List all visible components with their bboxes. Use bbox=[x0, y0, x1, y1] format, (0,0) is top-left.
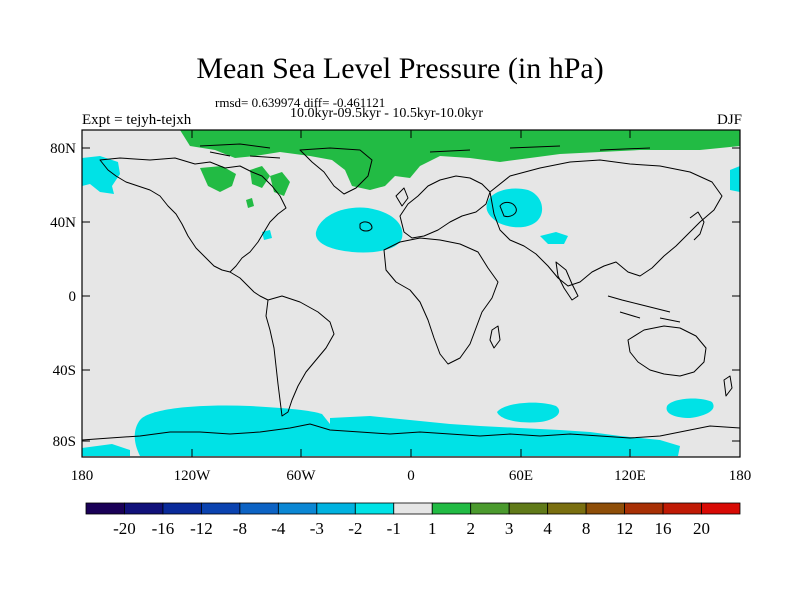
colorbar: -20 -16 -12 -8 -4 -3 -2 -1 1 2 3 4 8 12 16 20 bbox=[85, 502, 741, 538]
colorbar-label: -4 bbox=[271, 519, 286, 538]
negative-anomaly-southern-ocean-1 bbox=[134, 405, 330, 456]
lat-label-0: 0 bbox=[69, 289, 77, 305]
colorbar-swatch bbox=[547, 502, 587, 515]
lat-label-40n: 40N bbox=[50, 215, 76, 231]
negative-anomaly-east-edge bbox=[730, 166, 740, 192]
map-title: Mean Sea Level Pressure (in hPa) bbox=[196, 52, 604, 85]
negative-anomaly-atlantic bbox=[315, 207, 403, 253]
colorbar-label: 4 bbox=[543, 519, 552, 538]
colorbar-swatch bbox=[239, 502, 279, 515]
colorbar-swatch bbox=[701, 502, 741, 515]
coastline-australia bbox=[627, 325, 707, 377]
colorbar-label: 12 bbox=[616, 519, 633, 538]
map-background bbox=[82, 130, 740, 457]
coastline-british-isles bbox=[395, 187, 409, 207]
positive-anomaly-arctic bbox=[180, 130, 740, 190]
negative-anomaly-southern-ocean-5 bbox=[82, 444, 130, 456]
longitude-axis: 180 120W 60W 0 60E 120E 180 bbox=[71, 130, 752, 484]
colorbar-label: -8 bbox=[233, 519, 247, 538]
colorbar-swatch bbox=[585, 502, 625, 515]
colorbar-swatch bbox=[124, 502, 164, 515]
colorbar-swatch bbox=[393, 502, 433, 515]
latitude-axis: 80N 40N 0 40S 80S bbox=[50, 141, 740, 450]
period-line: 10.0kyr-09.5kyr - 10.5kyr-10.0kyr bbox=[290, 106, 484, 121]
positive-anomaly-canada bbox=[200, 166, 236, 192]
negative-anomaly-southern-ocean-2 bbox=[330, 416, 680, 456]
coastline-africa bbox=[383, 237, 499, 365]
lat-label-80s: 80S bbox=[53, 434, 76, 450]
negative-anomaly-alaska bbox=[82, 156, 120, 194]
lon-label-60w: 60W bbox=[286, 468, 316, 484]
europe-contour bbox=[499, 201, 517, 217]
colorbar-label: -16 bbox=[152, 519, 175, 538]
coastline-antarctica bbox=[82, 423, 740, 441]
colorbar-label: 16 bbox=[655, 519, 672, 538]
lat-label-40s: 40S bbox=[53, 363, 76, 379]
colorbar-swatch bbox=[470, 502, 510, 515]
colorbar-swatch bbox=[277, 502, 318, 515]
stats-line: rmsd= 0.639974 diff= -0.461121 bbox=[215, 95, 386, 110]
season-label: DJF bbox=[716, 112, 742, 128]
negative-anomaly-asia bbox=[540, 232, 568, 244]
coastline-new-zealand bbox=[723, 375, 733, 397]
colorbar-label: -12 bbox=[190, 519, 213, 538]
colorbar-label: -3 bbox=[310, 519, 324, 538]
lon-label-120e: 120E bbox=[614, 468, 646, 484]
colorbar-swatch bbox=[354, 502, 395, 515]
anomaly-fields bbox=[82, 130, 740, 456]
colorbar-swatch bbox=[662, 502, 702, 515]
colorbar-swatch bbox=[624, 502, 664, 515]
coastline-madagascar bbox=[489, 325, 501, 349]
lon-label-180w: 180 bbox=[71, 468, 94, 484]
colorbar-label: 2 bbox=[466, 519, 475, 538]
coastline-europe bbox=[399, 175, 491, 239]
colorbar-label: -2 bbox=[348, 519, 362, 538]
coastline-central-america bbox=[229, 271, 269, 301]
lon-label-120w: 120W bbox=[174, 468, 212, 484]
experiment-label: Expt = tejyh-tejxh bbox=[82, 112, 192, 128]
colorbar-swatch bbox=[316, 502, 356, 515]
colorbar-swatch bbox=[201, 502, 241, 515]
positive-anomaly-baffin bbox=[250, 166, 270, 188]
colorbar-label: 20 bbox=[693, 519, 710, 538]
colorbar-swatch bbox=[162, 502, 202, 515]
lat-label-80n: 80N bbox=[50, 141, 76, 157]
coastline-asia bbox=[489, 159, 723, 287]
colorbar-label: 3 bbox=[505, 519, 514, 538]
lon-label-180e: 180 bbox=[729, 468, 752, 484]
coastline-arctic-islands bbox=[199, 143, 651, 159]
coastline-north-america bbox=[99, 157, 287, 273]
positive-anomaly-small bbox=[246, 198, 254, 208]
negative-anomaly-southern-ocean-3 bbox=[497, 402, 560, 423]
negative-anomaly-small-us bbox=[262, 230, 272, 240]
colorbar-swatch bbox=[85, 502, 125, 515]
coastline-indonesia bbox=[607, 295, 681, 323]
coastline-greenland bbox=[299, 147, 373, 195]
colorbar-swatch bbox=[431, 502, 472, 515]
lon-label-0: 0 bbox=[407, 468, 415, 484]
atlantic-low-center bbox=[359, 221, 373, 232]
coastline-india bbox=[555, 261, 579, 301]
colorbar-label: 1 bbox=[428, 519, 437, 538]
colorbar-label: -1 bbox=[387, 519, 401, 538]
coastlines bbox=[82, 143, 740, 441]
coastline-south-america bbox=[265, 295, 335, 417]
negative-anomaly-europe bbox=[486, 188, 543, 228]
colorbar-label: -20 bbox=[113, 519, 136, 538]
negative-anomaly-southern-ocean-4 bbox=[666, 398, 714, 418]
colorbar-label: 8 bbox=[582, 519, 591, 538]
colorbar-swatch bbox=[508, 502, 549, 515]
coastline-japan bbox=[689, 211, 705, 241]
lon-label-60e: 60E bbox=[509, 468, 533, 484]
